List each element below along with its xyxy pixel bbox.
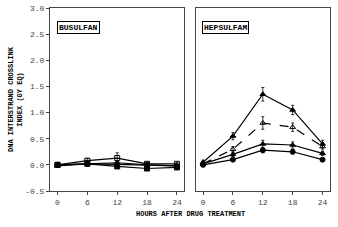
- svg-text:2.5: 2.5: [30, 30, 45, 39]
- svg-text:24: 24: [172, 198, 182, 207]
- svg-text:0: 0: [201, 198, 206, 207]
- svg-text:-0.5: -0.5: [25, 187, 44, 196]
- svg-text:24: 24: [318, 198, 328, 207]
- svg-text:18: 18: [288, 198, 298, 207]
- svg-text:6: 6: [231, 198, 236, 207]
- svg-text:DNA INTERSTRAND CROSSLINKINDEX: DNA INTERSTRAND CROSSLINKINDEX (GY EQ): [7, 46, 24, 152]
- svg-text:12: 12: [258, 198, 268, 207]
- svg-text:6: 6: [85, 198, 90, 207]
- svg-text:1.5: 1.5: [30, 82, 45, 91]
- svg-text:BUSULFAN: BUSULFAN: [59, 23, 98, 32]
- svg-text:18: 18: [142, 198, 152, 207]
- svg-text:12: 12: [112, 198, 122, 207]
- svg-text:HEPSULFAM: HEPSULFAM: [204, 23, 247, 32]
- svg-text:HOURS AFTER DRUG TREATMENT: HOURS AFTER DRUG TREATMENT: [136, 210, 245, 218]
- svg-text:3.0: 3.0: [30, 4, 45, 13]
- svg-text:0.5: 0.5: [30, 135, 45, 144]
- svg-text:1.0: 1.0: [30, 108, 45, 117]
- svg-text:2.0: 2.0: [30, 56, 45, 65]
- svg-text:0.0: 0.0: [30, 161, 45, 170]
- svg-text:0: 0: [55, 198, 60, 207]
